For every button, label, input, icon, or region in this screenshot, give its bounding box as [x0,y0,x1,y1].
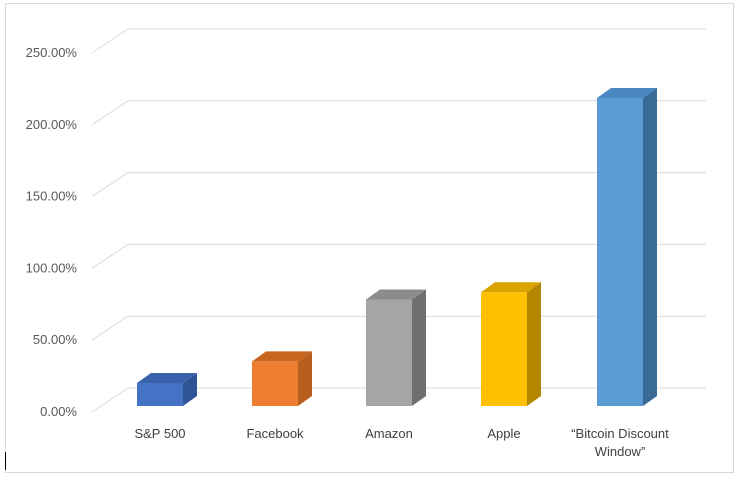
bar-top [481,282,541,293]
gridline-depth [91,172,129,198]
gridline-depth [91,243,129,269]
y-tick-label: 200.00% [26,117,78,132]
bar [252,351,312,406]
bar-side [643,88,657,406]
bar-front [366,299,412,406]
y-tick-label: 50.00% [33,332,78,347]
text-cursor [5,452,6,470]
bar-side [412,289,426,406]
bar-front [252,361,298,406]
bar-top [252,351,312,362]
bar-front [481,292,527,406]
bar [137,372,197,406]
y-tick-label: 150.00% [26,189,78,204]
bars [137,88,657,406]
x-tick-label: Apple [487,426,520,441]
bar [481,282,541,406]
x-tick-label: “Bitcoin Discount [571,426,669,441]
bar-side [527,282,541,406]
bar-front [137,382,183,406]
x-tick-label: Window” [595,444,646,459]
bar-top [366,289,426,300]
x-axis-tick-labels: S&P 500 Facebook Amazon Apple “Bitcoin Disco… [134,426,669,459]
bar [366,289,426,406]
y-tick-label: 0.00% [40,404,77,419]
gridline-depth [91,315,129,341]
bar-side [183,372,197,406]
gridline-depth [91,100,129,126]
y-tick-label: 250.00% [26,45,78,60]
x-tick-label: S&P 500 [134,426,185,441]
bar [597,88,657,406]
x-tick-label: Amazon [365,426,413,441]
bar-side [298,351,312,406]
gridline-depth [91,28,129,54]
gridline-depth [91,387,129,413]
bar-top [137,372,197,383]
bar-front [597,98,643,406]
y-tick-label: 100.00% [26,260,78,275]
y-axis-tick-labels: 0.00% 50.00% 100.00% 150.00% 200.00% 250.00% [26,45,78,419]
x-tick-label: Facebook [246,426,304,441]
bar-top [597,88,657,98]
